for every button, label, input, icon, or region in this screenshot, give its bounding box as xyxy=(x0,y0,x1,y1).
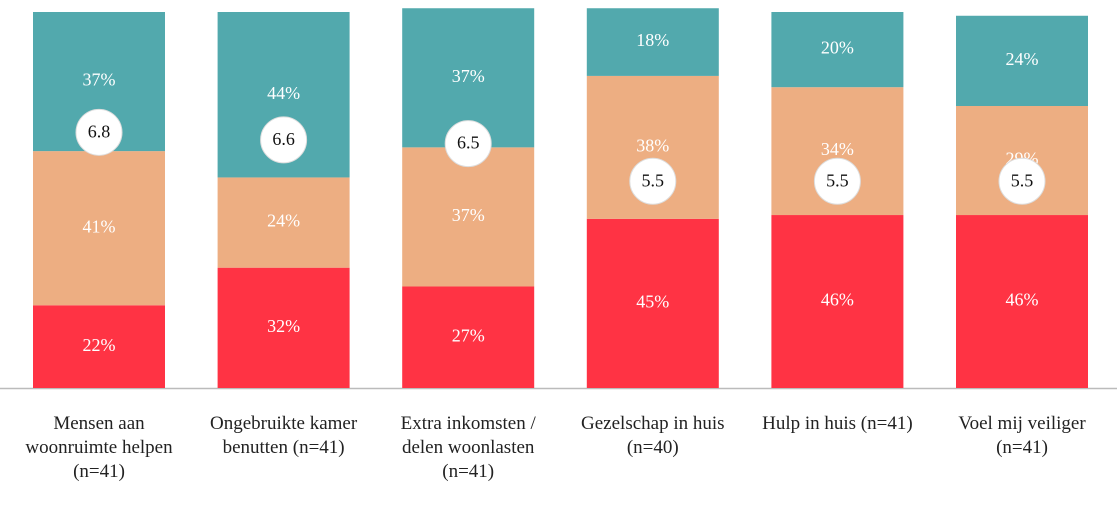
bar-segment xyxy=(33,305,165,388)
bar-segment xyxy=(586,218,719,388)
data-label: 46% xyxy=(821,290,854,310)
score-label: 6.6 xyxy=(272,129,295,149)
score-marker xyxy=(75,108,123,156)
data-label: 18% xyxy=(636,30,669,50)
score-label: 6.8 xyxy=(88,121,111,141)
data-label: 37% xyxy=(452,205,485,225)
score-label: 5.5 xyxy=(642,170,665,190)
bar-segment xyxy=(771,215,904,388)
data-label: 24% xyxy=(267,211,300,231)
bar-segment xyxy=(402,286,535,388)
bar-segment xyxy=(956,15,1088,106)
category-label: Extra inkomsten / delen woonlasten (n=41… xyxy=(400,413,536,482)
data-label: 37% xyxy=(452,66,485,86)
category-label: Mensen aan woonruimte helpen (n=41) xyxy=(25,413,173,482)
score-label: 5.5 xyxy=(826,170,849,190)
bar-segment xyxy=(33,151,165,306)
data-label: 46% xyxy=(1006,290,1039,310)
score-label: 6.5 xyxy=(457,133,480,153)
category-label: Voel mij veiliger (n=41) xyxy=(958,413,1086,458)
data-label: 27% xyxy=(452,325,485,345)
score-marker xyxy=(260,116,308,164)
data-label: 20% xyxy=(821,38,854,58)
score-marker xyxy=(444,120,492,168)
score-marker xyxy=(629,157,677,205)
data-label: 37% xyxy=(83,70,116,90)
bar-segment xyxy=(771,12,904,88)
score-marker xyxy=(813,157,861,205)
category-label: Ongebruikte kamer benutten (n=41) xyxy=(209,413,358,458)
bar-segment xyxy=(402,147,535,287)
bar-segment xyxy=(217,267,350,388)
data-label: 44% xyxy=(267,83,300,103)
data-label: 41% xyxy=(83,216,116,236)
data-label: 32% xyxy=(267,316,300,336)
data-label: 34% xyxy=(821,139,854,159)
bar-segment xyxy=(956,215,1088,388)
data-label: 45% xyxy=(636,292,669,312)
category-label: Hulp in huis (n=41) xyxy=(762,413,913,434)
data-label: 24% xyxy=(1006,49,1039,69)
data-label: 38% xyxy=(636,135,669,155)
bar-segment xyxy=(217,177,350,268)
bar-segment xyxy=(586,8,719,76)
score-marker xyxy=(998,157,1046,205)
score-label: 5.5 xyxy=(1011,170,1034,190)
category-label: Gezelschap in huis (n=40) xyxy=(581,413,725,458)
data-label: 22% xyxy=(83,335,116,355)
